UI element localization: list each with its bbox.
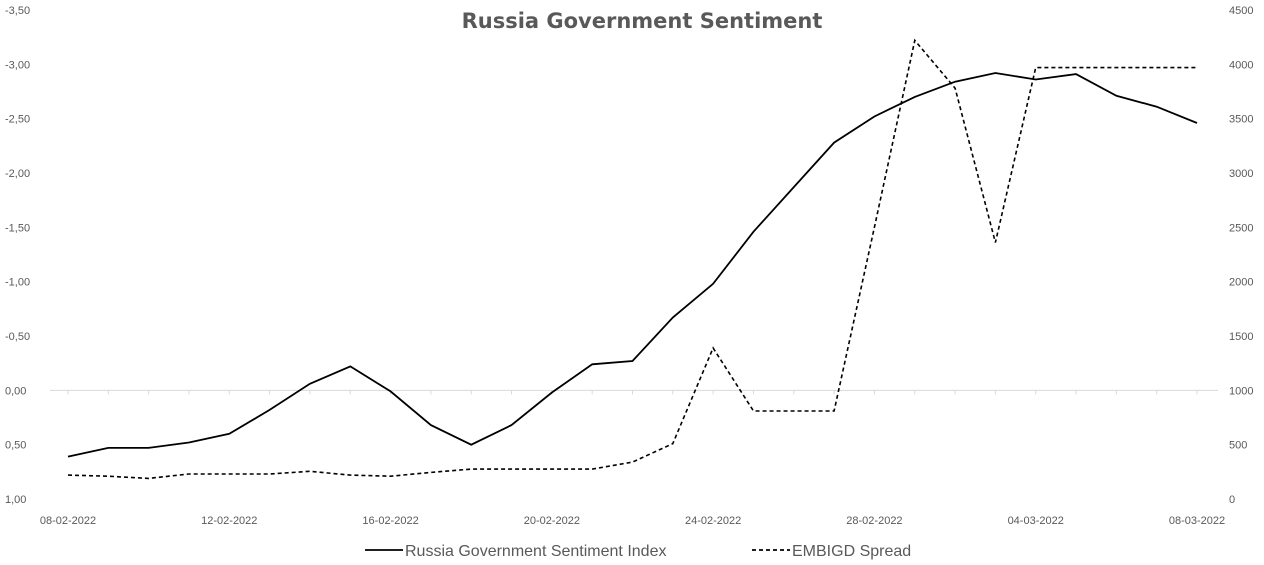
right-axis-tick-label: 0 bbox=[1229, 494, 1235, 506]
left-axis-tick-label: -1,00 bbox=[5, 277, 30, 289]
left-axis-tick-label: 1,00 bbox=[5, 494, 26, 506]
x-axis-tick-label: 28-02-2022 bbox=[846, 515, 902, 527]
x-axis-tick-label: 12-02-2022 bbox=[201, 515, 257, 527]
legend-label: Russia Government Sentiment Index bbox=[405, 543, 666, 560]
left-axis-tick-label: -3,00 bbox=[5, 59, 30, 71]
left-axis-tick-label: 0,00 bbox=[5, 385, 26, 397]
x-axis-tick-label: 20-02-2022 bbox=[524, 515, 580, 527]
axis-layer: 1,00 0,50 0,00 -0,50 -1,00 -1,50 -2,00 -2,50 -3,… bbox=[5, 5, 1253, 527]
series-line-sentiment-index bbox=[67, 72, 1198, 458]
right-axis-tick-label: 4000 bbox=[1229, 59, 1253, 71]
series-line-embigd-spread bbox=[67, 38, 1197, 480]
left-axis-tick-label: 0,50 bbox=[5, 440, 26, 452]
right-axis-tick-label: 4500 bbox=[1229, 5, 1253, 17]
left-axis-tick-label: -1,50 bbox=[5, 222, 30, 234]
x-axis-tick-label: 04-03-2022 bbox=[1008, 515, 1064, 527]
right-axis-tick-label: 3000 bbox=[1229, 168, 1253, 180]
right-axis-tick-label: 2500 bbox=[1229, 222, 1253, 234]
right-axis-tick-label: 1000 bbox=[1229, 385, 1253, 397]
left-axis-tick-label: -2,00 bbox=[5, 168, 30, 180]
left-axis-tick-label: -3,50 bbox=[5, 5, 30, 17]
x-axis-tick-label: 24-02-2022 bbox=[685, 515, 741, 527]
x-axis-tick-label: 16-02-2022 bbox=[362, 515, 418, 527]
left-axis-tick-label: -0,50 bbox=[5, 331, 30, 343]
right-axis-tick-label: 1500 bbox=[1229, 331, 1253, 343]
chart-title: Russia Government Sentiment bbox=[462, 9, 823, 33]
legend: Russia Government Sentiment Index EMBIGD … bbox=[365, 543, 911, 560]
left-axis-tick-label: -2,50 bbox=[5, 114, 30, 126]
series-layer bbox=[67, 38, 1198, 480]
right-axis-tick-label: 500 bbox=[1229, 440, 1247, 452]
right-axis-tick-label: 3500 bbox=[1229, 114, 1253, 126]
x-axis-tick-label: 08-02-2022 bbox=[40, 515, 96, 527]
right-axis-tick-label: 2000 bbox=[1229, 277, 1253, 289]
legend-label: EMBIGD Spread bbox=[792, 543, 911, 560]
x-axis-tick-label: 08-03-2022 bbox=[1169, 515, 1225, 527]
